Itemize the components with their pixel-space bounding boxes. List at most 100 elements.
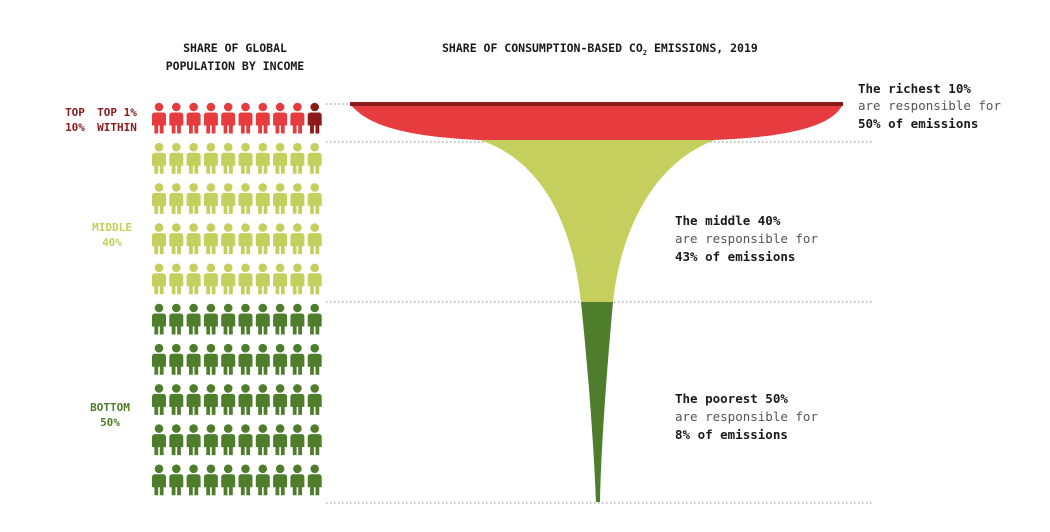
note-bottom-line2: are responsible for bbox=[675, 409, 818, 424]
person-icon bbox=[169, 384, 184, 415]
label-middle-line1: MIDDLE bbox=[92, 221, 132, 234]
person-icon bbox=[290, 384, 305, 415]
funnel-segment-middle40 bbox=[480, 140, 715, 302]
person-icon bbox=[307, 263, 322, 295]
person-icon bbox=[169, 464, 184, 496]
person-icon bbox=[273, 464, 288, 496]
person-icon bbox=[186, 303, 201, 335]
person-icon bbox=[255, 263, 270, 295]
label-bottom-line1: BOTTOM bbox=[90, 401, 130, 414]
person-icon bbox=[169, 223, 184, 255]
funnel-segment-top10 bbox=[350, 104, 843, 140]
person-icon bbox=[307, 142, 322, 174]
emissions-funnel bbox=[350, 102, 843, 502]
person-icon bbox=[273, 142, 288, 174]
person-icon bbox=[255, 343, 270, 375]
person-icon bbox=[152, 102, 166, 134]
emissions-title-suffix: EMISSIONS, 2019 bbox=[647, 41, 758, 55]
person-icon bbox=[290, 343, 305, 375]
person-icon bbox=[255, 102, 270, 134]
person-icon bbox=[238, 424, 253, 456]
population-icon-grid bbox=[152, 102, 322, 496]
person-icon bbox=[307, 384, 322, 415]
person-icon bbox=[273, 343, 288, 375]
person-icon bbox=[238, 263, 253, 295]
person-icon bbox=[152, 464, 166, 496]
person-icon bbox=[186, 183, 201, 214]
person-icon bbox=[290, 102, 305, 134]
person-icon bbox=[169, 303, 184, 335]
person-icon bbox=[221, 464, 236, 496]
person-icon bbox=[169, 263, 184, 295]
note-top10-line2: are responsible for bbox=[858, 98, 1001, 113]
label-bottom-line2: 50% bbox=[100, 416, 120, 429]
person-icon bbox=[169, 183, 184, 214]
person-icon bbox=[203, 384, 218, 415]
person-icon bbox=[203, 263, 218, 295]
person-icon bbox=[255, 183, 270, 214]
note-top10-line3: 50% of emissions bbox=[858, 116, 978, 131]
label-top10-line1: TOP bbox=[65, 106, 85, 119]
person-icon bbox=[152, 223, 166, 255]
funnel-segment-bottom50 bbox=[581, 302, 613, 502]
person-icon bbox=[307, 464, 322, 496]
label-top1-line1: TOP 1% bbox=[97, 106, 137, 119]
person-icon bbox=[307, 424, 322, 456]
person-icon bbox=[290, 263, 305, 295]
emissions-title-subscript: 2 bbox=[643, 49, 647, 57]
person-icon bbox=[255, 303, 270, 335]
person-icon bbox=[238, 183, 253, 214]
person-icon bbox=[203, 142, 218, 174]
person-icon bbox=[273, 303, 288, 335]
person-icon bbox=[152, 183, 166, 214]
person-icon bbox=[186, 263, 201, 295]
person-icon bbox=[221, 142, 236, 174]
note-middle-line1: The middle 40% bbox=[675, 213, 781, 228]
person-icon bbox=[221, 102, 236, 134]
person-icon bbox=[290, 303, 305, 335]
person-icon bbox=[290, 183, 305, 214]
person-icon bbox=[290, 223, 305, 255]
person-icon bbox=[186, 424, 201, 456]
note-top10-line1: The richest 10% bbox=[858, 81, 971, 96]
person-icon bbox=[169, 142, 184, 174]
population-title-line1: SHARE OF GLOBAL bbox=[183, 41, 287, 55]
person-icon bbox=[203, 424, 218, 456]
population-title-line2: POPULATION BY INCOME bbox=[166, 59, 305, 73]
person-icon bbox=[221, 223, 236, 255]
person-icon bbox=[152, 343, 166, 375]
funnel-top1-band bbox=[350, 102, 843, 106]
person-icon bbox=[186, 343, 201, 375]
person-icon bbox=[169, 424, 184, 456]
person-icon bbox=[290, 424, 305, 456]
person-icon bbox=[221, 183, 236, 214]
person-icon bbox=[238, 303, 253, 335]
person-icon bbox=[307, 223, 322, 255]
person-icon bbox=[290, 464, 305, 496]
person-icon bbox=[307, 102, 322, 134]
note-bottom-line3: 8% of emissions bbox=[675, 427, 788, 442]
person-icon bbox=[238, 343, 253, 375]
label-middle-line2: 40% bbox=[102, 236, 122, 249]
person-icon bbox=[221, 343, 236, 375]
person-icon bbox=[273, 183, 288, 214]
person-icon bbox=[152, 384, 166, 415]
note-middle-line2: are responsible for bbox=[675, 231, 818, 246]
person-icon bbox=[307, 183, 322, 214]
person-icon bbox=[152, 424, 166, 456]
person-icon bbox=[255, 384, 270, 415]
person-icon bbox=[290, 142, 305, 174]
person-icon bbox=[221, 384, 236, 415]
person-icon bbox=[221, 263, 236, 295]
person-icon bbox=[203, 102, 218, 134]
person-icon bbox=[203, 223, 218, 255]
person-icon bbox=[169, 343, 184, 375]
person-icon bbox=[203, 464, 218, 496]
label-top1-line2: WITHIN bbox=[97, 121, 137, 134]
person-icon bbox=[307, 303, 322, 335]
person-icon bbox=[221, 303, 236, 335]
person-icon bbox=[255, 223, 270, 255]
person-icon bbox=[238, 142, 253, 174]
person-icon bbox=[169, 102, 184, 134]
person-icon bbox=[238, 384, 253, 415]
